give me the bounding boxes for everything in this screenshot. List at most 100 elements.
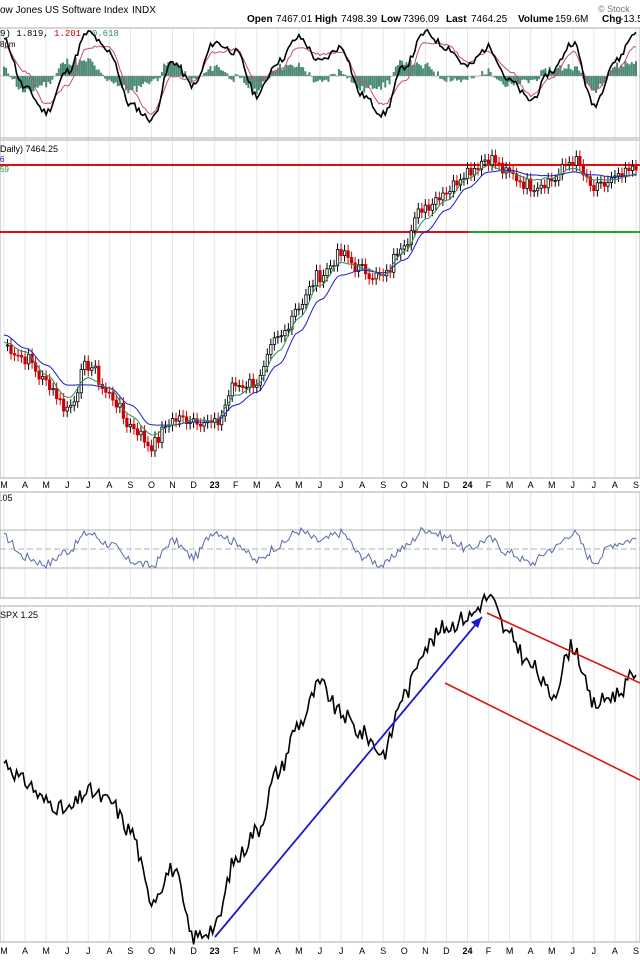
macd-histogram-bar (95, 69, 98, 76)
candle-body (234, 382, 238, 387)
macd-histogram-bar (207, 69, 210, 76)
macd-histogram-bar (525, 76, 528, 81)
volume-value: 159.6M (555, 14, 588, 25)
macd-histogram-bar (470, 76, 473, 79)
macd-histogram-bar (392, 71, 395, 76)
candle-body (181, 415, 185, 418)
candle-body (444, 192, 449, 195)
x-axis-tick-label: S (127, 946, 133, 956)
macd-histogram-bar (481, 71, 484, 76)
rsi-panel-frame (0, 491, 640, 599)
candle-body (630, 165, 635, 172)
macd-histogram-bar (346, 76, 349, 79)
candle-body (592, 185, 596, 191)
last-value: 7464.25 (471, 14, 508, 25)
candle-body (441, 192, 445, 201)
x-axis-tick-label: N (422, 480, 429, 490)
open-label: Open (247, 14, 273, 25)
macd-histogram-bar (76, 64, 79, 76)
macd-histogram-bar (57, 68, 60, 76)
candle-body (616, 173, 621, 177)
macd-histogram-bar (295, 66, 298, 76)
candle-body (107, 391, 111, 394)
macd-histogram-bar (578, 70, 581, 76)
candle-body (595, 182, 599, 191)
macd-histogram-bar (93, 65, 96, 76)
macd-histogram-bar (464, 76, 467, 80)
candle-body (455, 180, 459, 186)
ohlc-readout: Open 7467.01 High 7498.39 Low 7396.09 La… (247, 14, 640, 25)
candle-body (490, 155, 494, 166)
macd-histogram-bar (300, 67, 303, 76)
macd-histogram-bar (224, 72, 227, 76)
macd-histogram-bar (158, 76, 161, 78)
candle-body (65, 406, 69, 412)
macd-histogram-bar (264, 76, 267, 82)
macd-histogram-bar (485, 74, 488, 76)
macd-histogram-bar (232, 76, 235, 82)
macd-histogram-bar (190, 76, 193, 84)
macd-histogram-bar (289, 64, 292, 76)
candle-body (599, 181, 603, 184)
uptrend-arrow-line (214, 616, 483, 938)
candle-body (500, 162, 505, 174)
macd-signal-line (3, 42, 637, 115)
candle-body (128, 423, 132, 428)
macd-histogram-bar (382, 76, 385, 83)
macd-histogram-bar (573, 66, 576, 76)
macd-histogram-bar (266, 76, 269, 79)
macd-histogram-bar (321, 76, 324, 82)
macd-histogram-bar (340, 70, 343, 76)
macd-histogram-bar (40, 76, 43, 86)
macd-histogram-bar (567, 64, 570, 76)
candle-body (23, 356, 27, 365)
macd-histogram-bar (323, 76, 326, 81)
x-axis-tick-label: 23 (210, 480, 220, 490)
candle-body (19, 355, 24, 358)
macd-histogram-bar (188, 76, 191, 79)
macd-histogram-bar (445, 76, 448, 82)
macd-histogram-bar (211, 70, 214, 76)
x-axis-tick-label: M (548, 480, 556, 490)
macd-histogram-bar (3, 66, 5, 76)
macd-histogram-bar (171, 61, 174, 76)
macd-histogram-bar (371, 76, 374, 89)
price-label: Daily) 7464.25 (0, 144, 58, 154)
candle-body (406, 243, 410, 247)
macd-histogram-bar (594, 76, 597, 93)
rsi-line (3, 526, 637, 570)
macd-histogram-bar (396, 65, 399, 76)
ratio-panel-frame (0, 605, 640, 943)
macd-histogram-bar (354, 76, 357, 84)
macd-histogram-bar (333, 74, 336, 76)
macd-histogram-bar (327, 76, 330, 82)
macd-histogram-bar (420, 65, 423, 76)
x-axis-tick-label: O (401, 946, 408, 956)
macd-histogram-bar (493, 76, 496, 78)
macd-histogram-bar (148, 76, 151, 85)
macd-histogram-bar (535, 76, 538, 82)
macd-histogram-bar (192, 76, 195, 78)
macd-histogram-bar (569, 69, 572, 76)
macd-histogram-bar (297, 62, 300, 76)
macd-histogram-bar (135, 76, 138, 93)
macd-histogram-bar (314, 76, 317, 82)
macd-histogram-bar (203, 73, 206, 76)
candle-body (104, 388, 108, 393)
candle-body (311, 285, 315, 288)
candle-body (339, 249, 343, 257)
macd-histogram-bar (428, 66, 431, 76)
macd-histogram-bar (49, 76, 52, 84)
candle-body (83, 360, 87, 371)
macd-histogram-bar (498, 76, 501, 81)
x-axis-tick-label: A (22, 946, 28, 956)
macd-histogram-bar (576, 66, 579, 76)
macd-histogram-bar (443, 76, 446, 81)
macd-histogram-bar (238, 76, 241, 79)
macd-histogram-bar (331, 73, 334, 76)
macd-histogram-bar (175, 62, 178, 76)
x-axis-tick-label: M (0, 480, 8, 490)
candlesticks (5, 149, 638, 457)
candle-body (304, 294, 308, 305)
